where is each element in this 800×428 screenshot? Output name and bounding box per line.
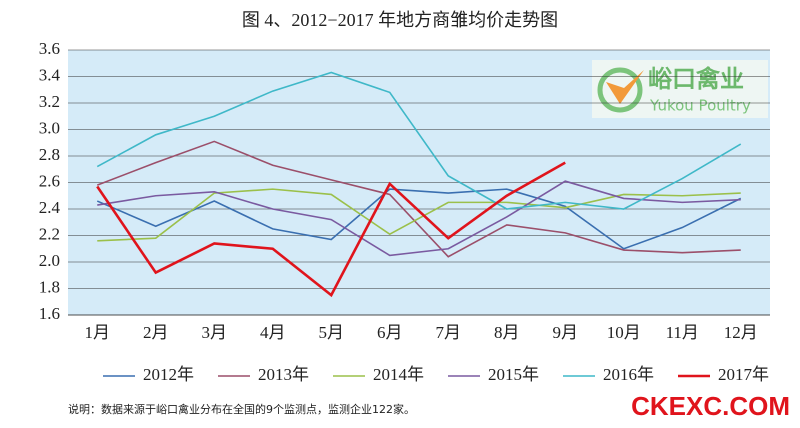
logo-subtitle: Yukou Poultry (649, 97, 751, 115)
legend-label: 2013年 (258, 365, 309, 384)
note: 说明：数据来源于峪口禽业分布在全国的9个监测点，监测企业122家。 (68, 402, 415, 416)
logo-check (606, 70, 644, 104)
y-tick-label: 2.6 (39, 171, 60, 190)
watermark: CKEXC.COM (631, 391, 790, 421)
x-tick-label: 3月 (202, 323, 228, 342)
legend-label: 2014年 (373, 365, 424, 384)
series-line (96, 140, 741, 258)
y-tick-label: 1.6 (39, 304, 60, 323)
y-tick-label: 2.8 (39, 145, 60, 164)
x-tick-label: 5月 (319, 323, 345, 342)
legend-label: 2015年 (488, 365, 539, 384)
logo-name: 峪口禽业 (648, 65, 744, 93)
series-line (96, 161, 566, 298)
x-tick-label: 9月 (553, 323, 579, 342)
series-line (96, 188, 742, 250)
x-tick-label: 4月 (260, 323, 286, 342)
x-tick-label: 2月 (143, 323, 169, 342)
logo-icon (597, 67, 643, 113)
chart-title: 图 4、2012−2017 年地方商雏均价走势图 (242, 10, 558, 30)
legend-label: 2016年 (603, 365, 654, 384)
legend-label: 2012年 (143, 365, 194, 384)
x-tick-label: 7月 (436, 323, 462, 342)
series-line (96, 71, 742, 210)
y-tick-label: 3.6 (39, 39, 60, 58)
y-tick-label: 3.0 (39, 118, 60, 137)
y-tick-label: 2.4 (39, 198, 61, 217)
y-tick-label: 2.0 (39, 251, 60, 270)
x-tick-label: 11月 (666, 323, 699, 342)
x-tick-label: 12月 (724, 323, 758, 342)
y-tick-label: 1.8 (39, 277, 60, 296)
y-tick-label: 3.4 (39, 65, 61, 84)
x-tick-label: 1月 (85, 323, 111, 342)
x-tick-label: 6月 (377, 323, 403, 342)
series-line (97, 180, 741, 257)
series-line (97, 188, 741, 242)
x-tick-label: 10月 (607, 323, 641, 342)
logo: 峪口禽业 Yukou Poultry (592, 60, 768, 118)
y-tick-label: 2.2 (39, 224, 60, 243)
x-tick-label: 8月 (494, 323, 520, 342)
legend-label: 2017年 (718, 365, 769, 384)
y-tick-label: 3.2 (39, 92, 60, 111)
